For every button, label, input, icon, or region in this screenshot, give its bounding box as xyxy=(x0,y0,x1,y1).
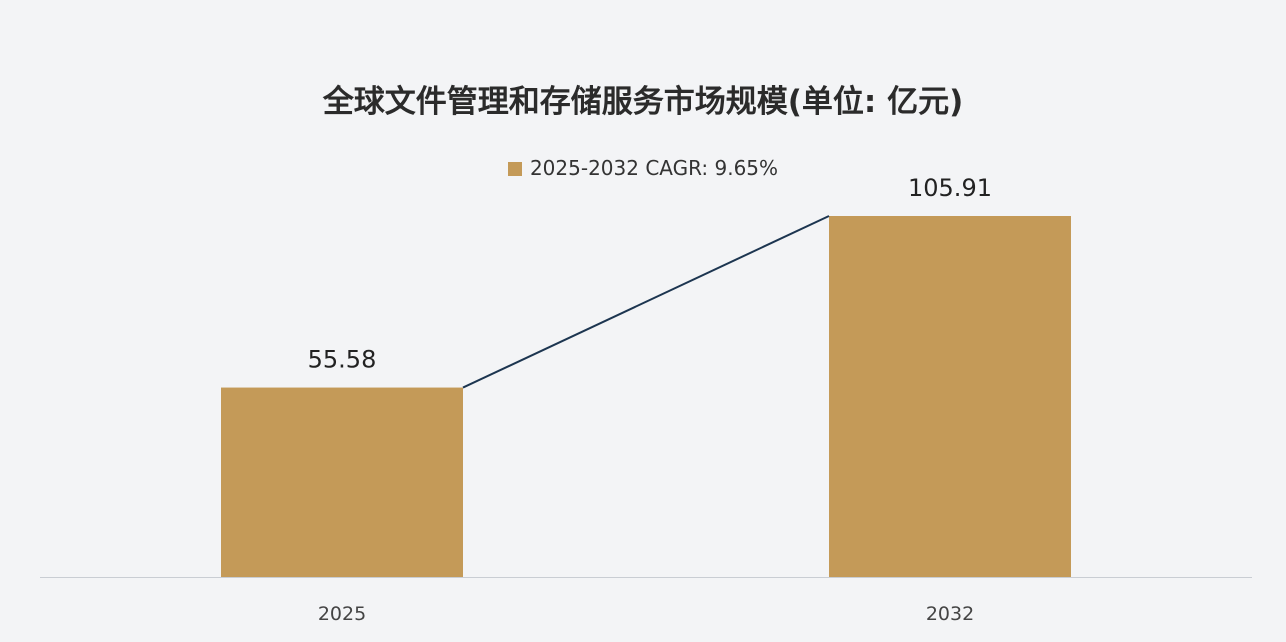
data-label-2032: 105.91 xyxy=(908,174,992,202)
x-tick-2032: 2032 xyxy=(926,603,974,625)
legend-label: 2025-2032 CAGR: 9.65% xyxy=(529,156,779,180)
growth-connector-line xyxy=(462,215,830,389)
bar-2032 xyxy=(829,216,1071,577)
legend-swatch xyxy=(507,162,522,176)
data-label-2025: 55.58 xyxy=(308,346,377,374)
legend: 2025-2032 CAGR: 9.65% xyxy=(0,153,1286,183)
bar-2025 xyxy=(221,387,463,577)
x-tick-2025: 2025 xyxy=(318,603,366,625)
chart-title: 全球文件管理和存储服务市场规模(单位: 亿元) xyxy=(322,84,964,120)
